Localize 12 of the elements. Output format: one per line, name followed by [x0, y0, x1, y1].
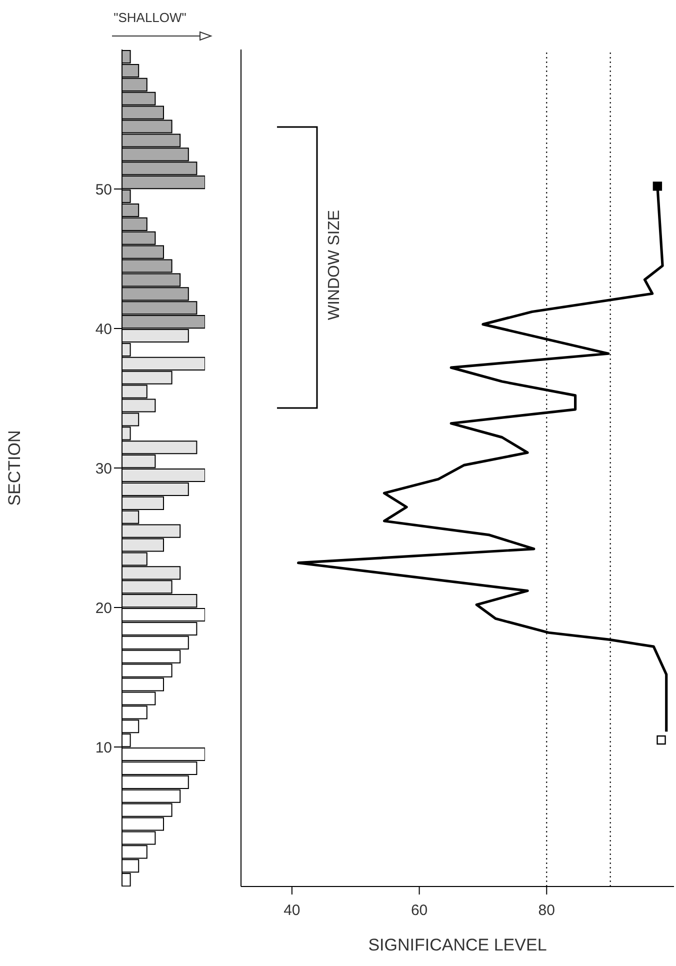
x-tick-label: 60 [410, 902, 428, 920]
annotation: WINDOW SIZE [326, 210, 343, 320]
x-axis-title: SIGNIFICANCE LEVEL [368, 936, 547, 954]
y-tick-label: 30 [95, 460, 112, 478]
y-tick-label: 50 [95, 181, 112, 198]
y-axis-title: SECTION [5, 430, 24, 506]
y-tick-label: 40 [95, 320, 112, 338]
x-tick-label: 80 [538, 902, 555, 920]
x-tick-label: 40 [284, 902, 300, 920]
y-tick-label: 10 [95, 739, 112, 756]
x-axis-title: "SHALLOW" [114, 10, 187, 25]
y-tick-label: 20 [95, 600, 112, 617]
